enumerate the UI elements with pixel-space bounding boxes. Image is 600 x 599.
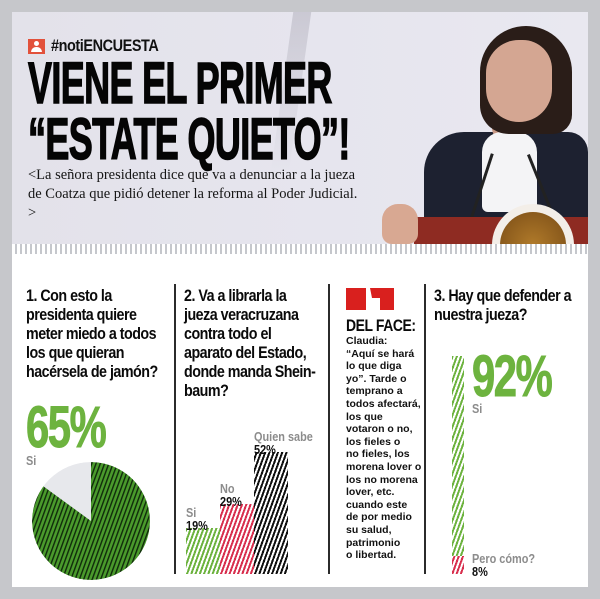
presidenta-photo — [362, 12, 588, 244]
bar-no-value: 29% — [220, 494, 242, 509]
infographic-card: #notiENCUESTA VIENE EL PRIMER “ESTATE QU… — [12, 12, 588, 587]
q3-percent: 92% — [472, 344, 553, 409]
q3-bar-si — [452, 356, 464, 556]
column-divider — [328, 284, 330, 574]
photo-hand — [382, 204, 418, 244]
tag-label: #notiENCUESTA — [51, 36, 159, 55]
photo-shirt — [482, 132, 537, 212]
del-face-title: DEL FACE: — [346, 316, 416, 335]
bar-quien-sabe-value: 52% — [254, 442, 276, 457]
question-2: 2. Va a librarla la jueza veracruzana co… — [184, 286, 316, 400]
deck-text: <La señora presidenta dice que va a denu… — [28, 167, 358, 221]
section-tag: #notiENCUESTA — [28, 36, 177, 56]
q3-secondary-value: 8% — [472, 564, 488, 579]
q2-bar-chart — [186, 444, 292, 574]
headline-line-2: “ESTATE QUIETO”! — [28, 107, 351, 172]
bar-si-value: 19% — [186, 518, 208, 533]
column-divider — [174, 284, 176, 574]
bar-no — [220, 504, 254, 574]
del-face-logo-icon — [346, 288, 394, 310]
hero-section: #notiENCUESTA VIENE EL PRIMER “ESTATE QU… — [12, 12, 588, 244]
bar-si — [186, 528, 220, 574]
q3-secondary-label: Pero cómo? — [472, 551, 536, 566]
pie-slice-si — [32, 462, 150, 580]
headline-line-1: VIENE EL PRIMER — [28, 51, 333, 116]
question-1: 1. Con esto la presidenta quiere meter m… — [26, 286, 158, 381]
q3-label: Si — [472, 401, 483, 416]
q1-label: Si — [26, 453, 37, 468]
bar-no-label: No — [220, 481, 235, 496]
q3-bar-pero-como — [452, 556, 464, 574]
headline: VIENE EL PRIMER “ESTATE QUIETO”! — [28, 51, 351, 172]
q1-pie-chart — [32, 462, 150, 580]
tick-strip — [12, 244, 588, 256]
bar-quien-sabe — [254, 452, 288, 574]
bar-si-label: Si — [186, 505, 197, 520]
q3-stacked-bar — [452, 356, 464, 574]
survey-panel: 1. Con esto la presidenta quiere meter m… — [12, 256, 588, 587]
q1-percent: 65% — [26, 395, 107, 460]
photo-face — [486, 40, 552, 122]
question-3: 3. Hay que defender a nuestra jueza? — [434, 286, 572, 324]
del-face-body: Claudia: “Aquí se hará lo que diga yo”. … — [346, 335, 422, 562]
user-icon — [28, 38, 45, 54]
column-divider — [424, 284, 426, 574]
bar-quien-sabe-label: Quien sabe — [254, 429, 313, 444]
